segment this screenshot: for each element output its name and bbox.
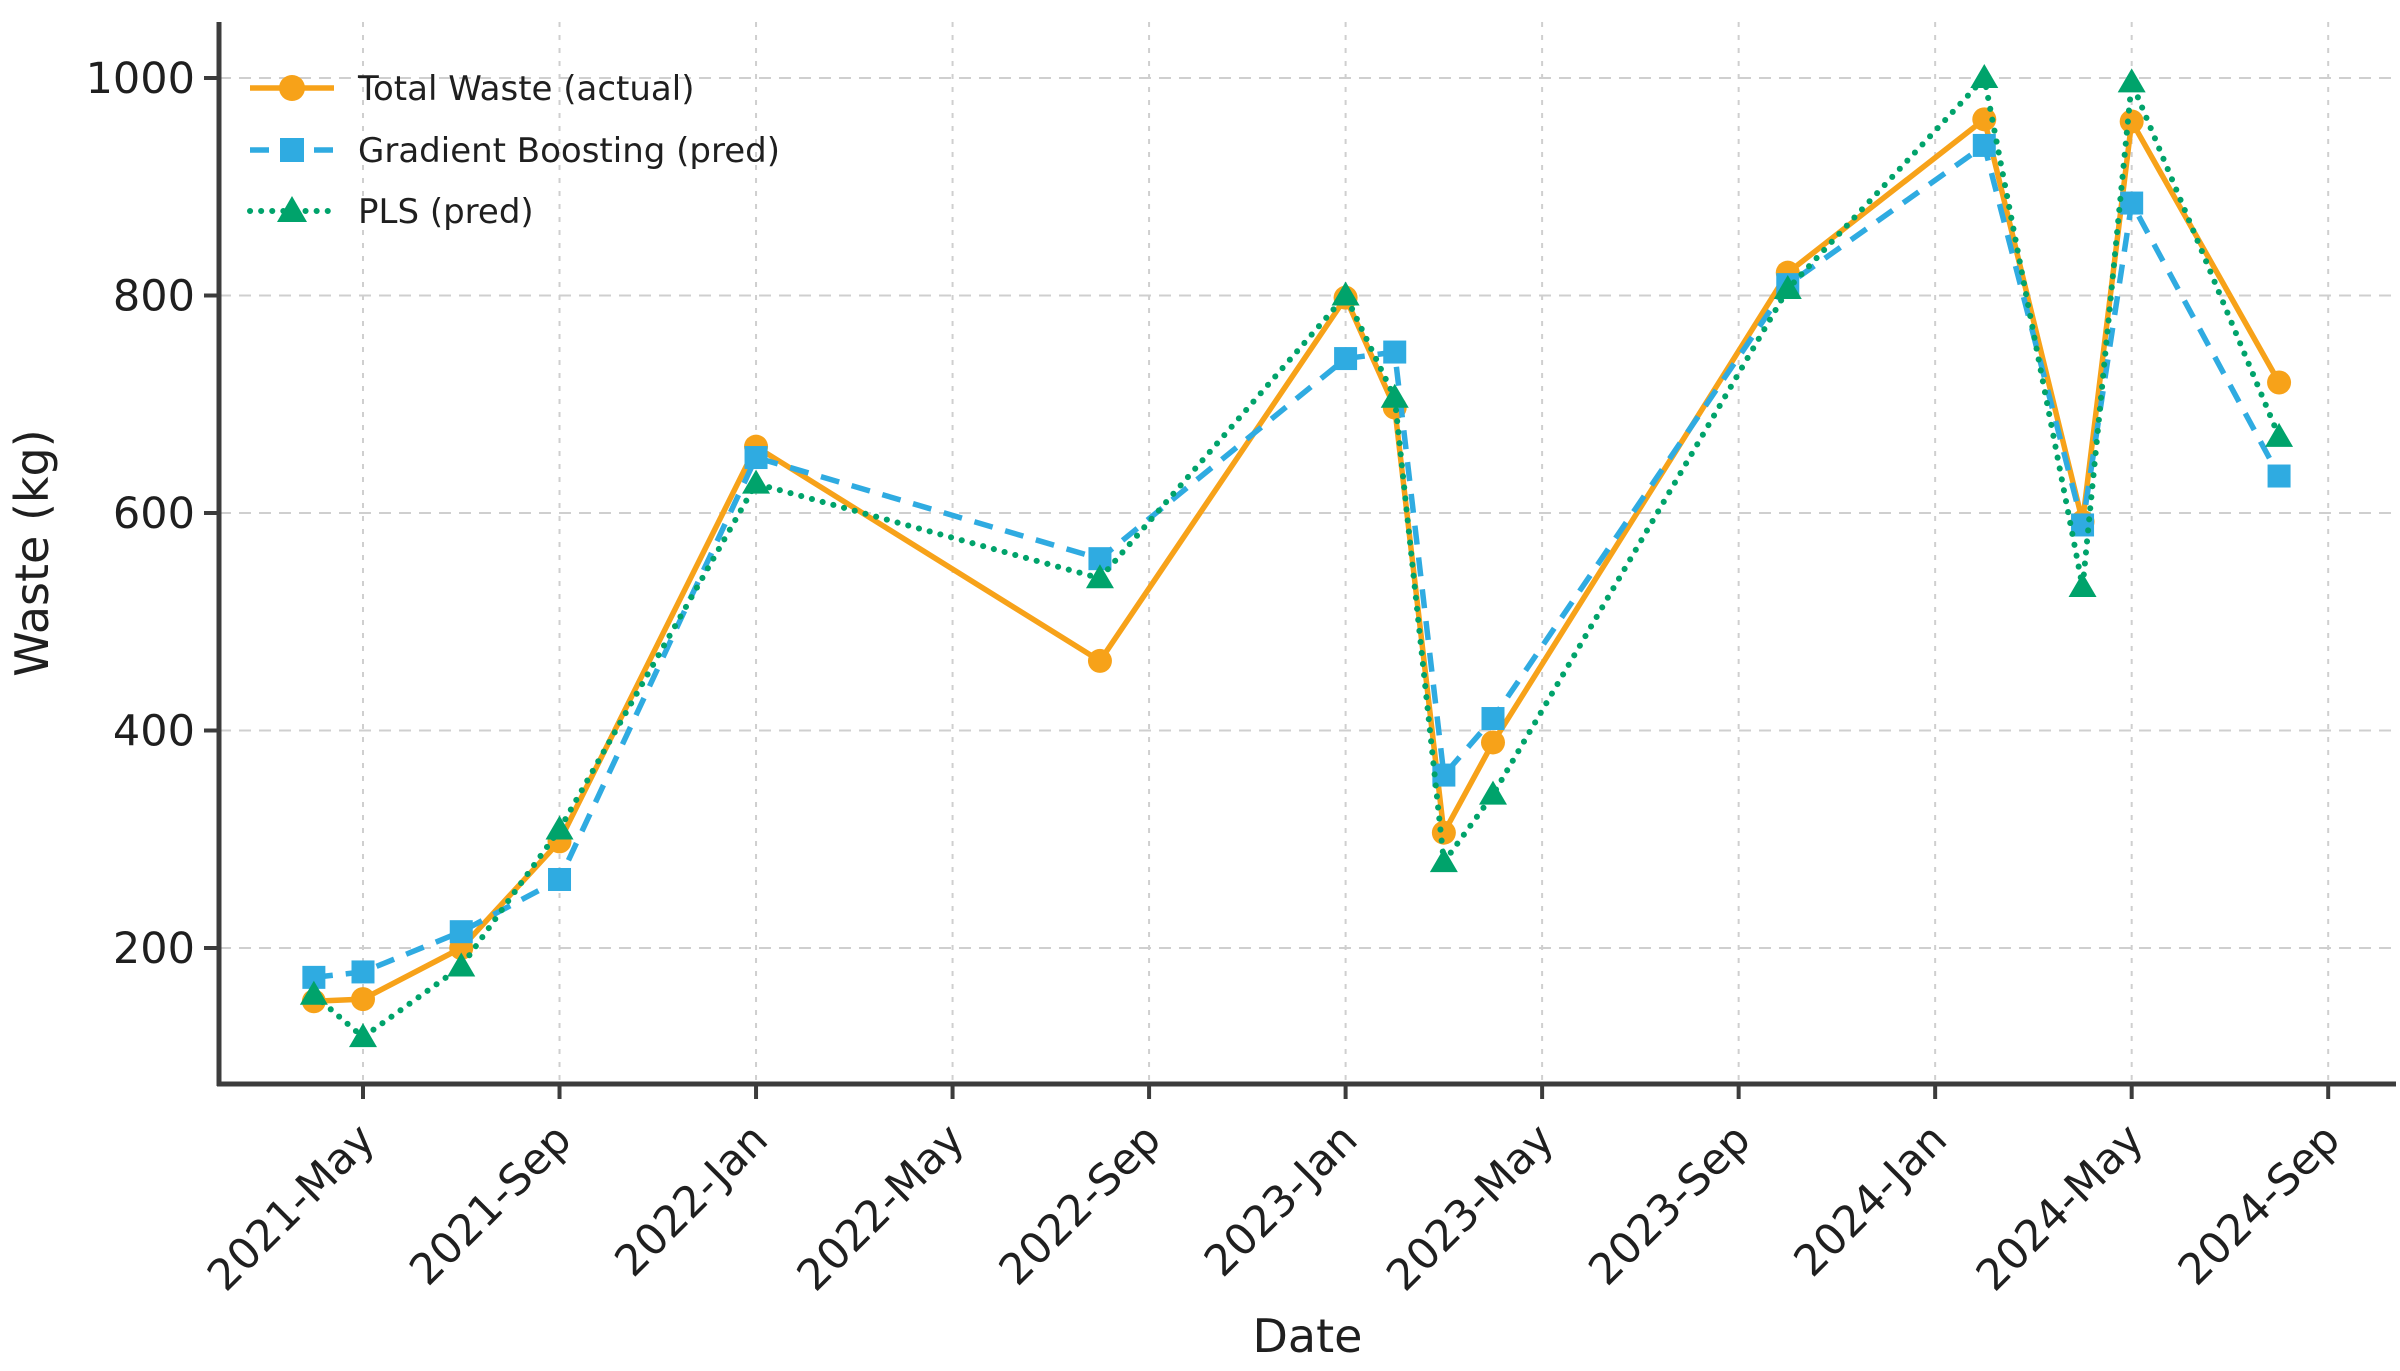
marker-triangle xyxy=(2068,572,2097,597)
x-tick-label: 2021-Sep xyxy=(400,1114,581,1295)
x-tick-label: 2021-May xyxy=(198,1114,385,1301)
marker-square xyxy=(449,920,473,944)
marker-circle xyxy=(2267,370,2292,395)
marker-circle xyxy=(1087,648,1112,673)
x-axis-title: Date xyxy=(1253,1309,1363,1363)
x-tick-label: 2023-Jan xyxy=(1195,1114,1367,1286)
marker-circle xyxy=(2119,109,2144,134)
y-tick-label: 200 xyxy=(113,924,195,974)
marker-square xyxy=(548,867,572,891)
y-tick-label: 1000 xyxy=(86,54,195,104)
axis-titles: Date Waste (kg) xyxy=(5,429,1362,1363)
legend-marker-square xyxy=(280,138,304,162)
marker-circle xyxy=(1972,107,1997,132)
y-tick-label: 400 xyxy=(113,707,195,757)
legend-marker-circle xyxy=(279,75,305,101)
marker-square xyxy=(302,965,326,989)
marker-triangle xyxy=(742,469,771,494)
marker-square xyxy=(2267,464,2291,488)
marker-triangle xyxy=(447,952,476,977)
marker-square xyxy=(1334,347,1358,371)
marker-triangle xyxy=(2117,68,2146,93)
x-tick-label: 2023-May xyxy=(1377,1114,1564,1301)
series-line-2 xyxy=(310,71,2283,1042)
data-series xyxy=(299,64,2294,1048)
marker-triangle xyxy=(1380,383,1409,408)
marker-triangle xyxy=(1478,780,1507,805)
gridlines xyxy=(219,22,2396,1084)
marker-square xyxy=(1383,340,1407,364)
marker-triangle xyxy=(2265,422,2294,447)
x-tick-label: 2023-Sep xyxy=(1579,1114,1760,1295)
marker-square xyxy=(1432,763,1456,787)
marker-triangle xyxy=(1331,281,1360,306)
x-tick-label: 2024-Sep xyxy=(2169,1114,2350,1295)
x-tick-label: 2022-May xyxy=(788,1114,975,1301)
marker-circle xyxy=(1431,820,1456,845)
legend-marker-triangle xyxy=(277,196,307,222)
x-tick-label: 2024-Jan xyxy=(1785,1114,1957,1286)
x-tick-label: 2024-May xyxy=(1967,1114,2154,1301)
series-line-0 xyxy=(313,112,2282,1005)
legend-label: Total Waste (actual) xyxy=(357,69,694,109)
y-axis-title: Waste (kg) xyxy=(5,429,59,676)
marker-square xyxy=(1972,133,1996,157)
y-tick-label: 600 xyxy=(113,489,195,539)
marker-square xyxy=(744,446,768,470)
legend-label: Gradient Boosting (pred) xyxy=(358,131,780,171)
axis-spines xyxy=(216,22,2396,1087)
marker-square xyxy=(1088,547,1112,571)
axis-ticks xyxy=(204,76,2331,1099)
marker-triangle xyxy=(1429,848,1458,873)
marker-circle xyxy=(1480,730,1505,755)
x-tick-label: 2022-Jan xyxy=(606,1114,778,1286)
marker-triangle xyxy=(545,815,574,840)
series-line-1 xyxy=(313,140,2282,981)
marker-circle xyxy=(351,987,375,1012)
marker-triangle xyxy=(1773,274,1802,299)
marker-triangle xyxy=(349,1023,377,1048)
marker-triangle xyxy=(1085,564,1114,589)
marker-triangle xyxy=(1970,64,1999,88)
legend-label: PLS (pred) xyxy=(358,192,534,232)
y-tick-label: 800 xyxy=(113,272,195,322)
marker-square xyxy=(351,960,375,984)
legend: Total Waste (actual) Gradient Boosting (p… xyxy=(247,69,780,232)
marker-triangle xyxy=(299,980,328,1005)
x-tick-label: 2022-Sep xyxy=(990,1114,1171,1295)
marker-square xyxy=(2120,191,2144,215)
marker-square xyxy=(1481,707,1505,731)
